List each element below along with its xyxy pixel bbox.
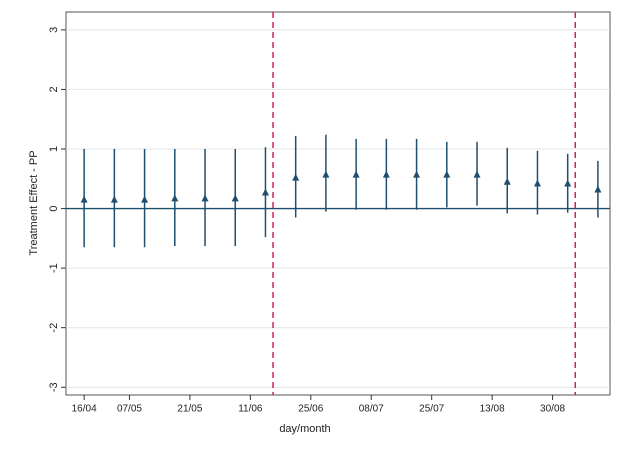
point <box>171 194 179 202</box>
plot-area <box>65 11 611 396</box>
x-tick-label: 08/07 <box>359 404 384 415</box>
y-tick-label: 1 <box>48 146 60 152</box>
point <box>533 179 541 187</box>
point <box>594 185 602 193</box>
y-tick-label: -1 <box>48 263 60 273</box>
x-tick-label: 25/07 <box>419 404 444 415</box>
point <box>80 195 88 203</box>
point <box>503 177 511 185</box>
x-tick-label: 13/08 <box>480 404 505 415</box>
point <box>292 173 300 181</box>
x-tick-label: 16/04 <box>72 404 97 415</box>
point <box>322 170 330 178</box>
y-tick-label: 3 <box>48 27 60 33</box>
y-tick-label: -2 <box>48 323 60 333</box>
point <box>110 195 118 203</box>
y-tick-label: 2 <box>48 86 60 92</box>
point <box>564 179 572 187</box>
y-tick-label: 0 <box>48 206 60 212</box>
x-tick-label: 25/06 <box>298 404 323 415</box>
point <box>231 194 239 202</box>
x-axis-label: day/month <box>279 423 330 435</box>
x-tick-label: 21/05 <box>177 404 202 415</box>
y-axis-label: Treatment Effect - PP <box>28 150 40 255</box>
x-tick-label: 11/06 <box>238 404 263 415</box>
point <box>413 170 421 178</box>
point <box>382 170 390 178</box>
point <box>261 188 269 196</box>
point <box>352 170 360 178</box>
point <box>201 194 209 202</box>
point <box>443 170 451 178</box>
point <box>141 195 149 203</box>
point <box>473 170 481 178</box>
y-tick-label: -3 <box>48 382 60 392</box>
x-tick-label: 07/05 <box>117 404 142 415</box>
x-tick-label: 30/08 <box>540 404 565 415</box>
